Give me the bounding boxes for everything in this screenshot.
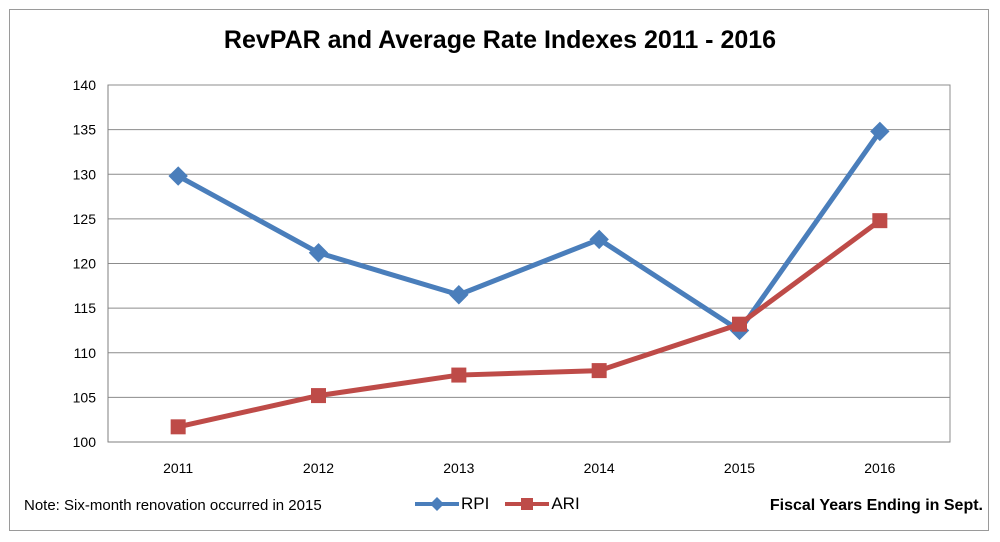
data-point-rpi-2013 — [449, 285, 469, 305]
y-tick-label: 115 — [74, 300, 97, 316]
data-point-ari-2016 — [872, 213, 888, 229]
data-point-ari-2015 — [732, 316, 747, 332]
y-tick-label: 130 — [73, 166, 97, 182]
series-line-rpi — [176, 129, 882, 333]
y-tick-label: 135 — [73, 122, 97, 138]
x-axis-title: Fiscal Years Ending in Sept. — [769, 497, 983, 514]
legend-item-ari: ARI — [505, 494, 580, 514]
renovation-note: Note: Six-month renovation occurred in 2… — [24, 497, 322, 514]
y-tick-label: 140 — [73, 77, 97, 93]
data-point-ari-2013 — [451, 367, 467, 383]
y-tick-label: 100 — [73, 434, 97, 450]
chart-title: RevPAR and Average Rate Indexes 2011 - 2… — [223, 26, 777, 54]
data-point-ari-2012 — [311, 388, 326, 404]
legend-marker-ari — [505, 498, 550, 510]
x-tick-label: 2013 — [443, 460, 474, 476]
data-point-rpi-2014 — [589, 229, 609, 250]
x-tick-label: 2016 — [864, 460, 895, 476]
legend-label-rpi: RPI — [461, 494, 490, 513]
data-point-rpi-2012 — [308, 243, 329, 263]
legend-item-rpi: RPI — [415, 494, 489, 514]
y-tick-label: 110 — [74, 345, 97, 361]
y-tick-label: 105 — [73, 389, 97, 405]
legend-marker-rpi — [415, 497, 459, 511]
data-point-rpi-2011 — [168, 166, 188, 186]
y-tick-label: 125 — [73, 211, 97, 227]
x-tick-label: 2011 — [163, 460, 193, 476]
data-point-rpi-2016 — [870, 121, 890, 142]
data-point-ari-2011 — [170, 419, 186, 435]
legend-label-ari: ARI — [551, 494, 580, 513]
chart-legend: RPI ARI — [415, 494, 596, 514]
series-line-ari — [177, 218, 882, 430]
y-tick-label: 120 — [73, 256, 97, 272]
x-tick-label: 2015 — [724, 460, 755, 476]
x-tick-label: 2012 — [303, 460, 334, 476]
data-point-ari-2014 — [591, 363, 607, 379]
x-tick-label: 2014 — [584, 460, 615, 476]
